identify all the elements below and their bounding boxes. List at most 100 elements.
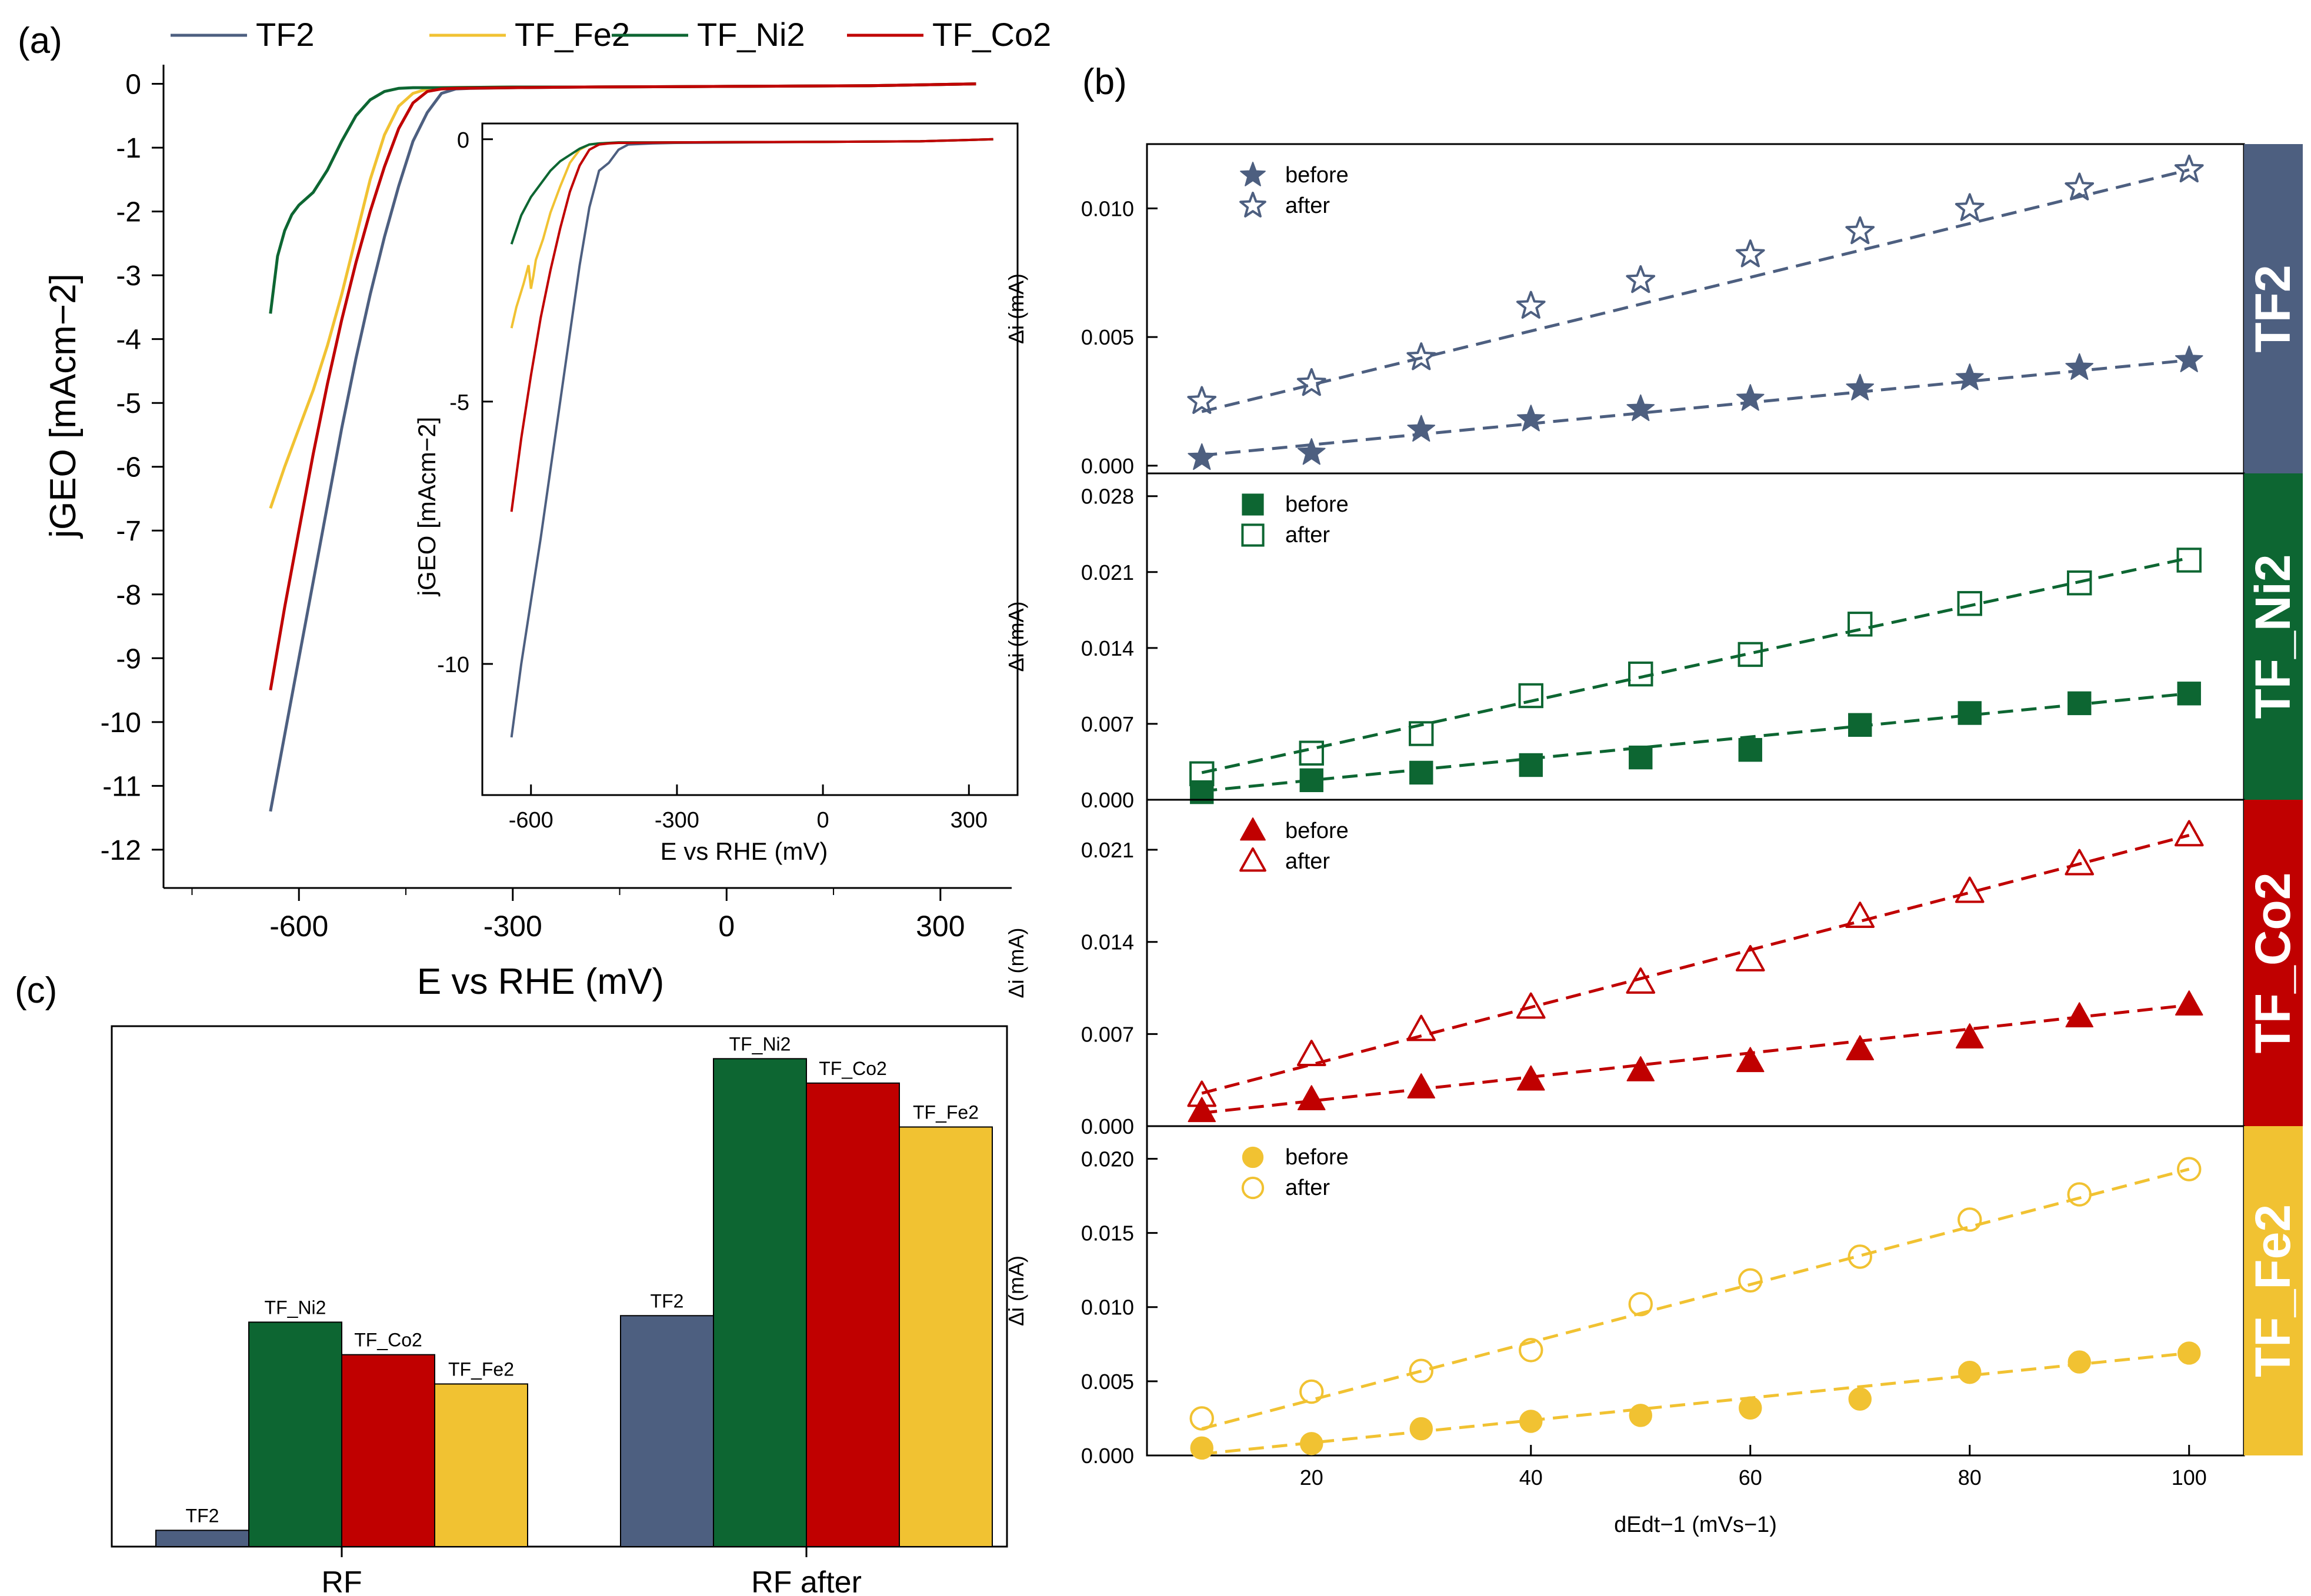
data-point-after <box>2177 1157 2202 1181</box>
bar-chart-frame <box>111 1025 1008 1548</box>
fit-line-after <box>1201 834 2190 1095</box>
data-point-before <box>1190 1436 1213 1460</box>
legend-marker-after <box>1241 523 1265 547</box>
data-point-after <box>1406 342 1436 370</box>
legend-label: after <box>1285 523 1330 547</box>
inset-x-tick-label: 300 <box>951 808 988 833</box>
legend-label: before <box>1285 1145 1349 1170</box>
y-tick-label: -7 <box>116 516 141 547</box>
data-point-before <box>1958 1361 1982 1384</box>
data-point-after <box>1626 265 1656 293</box>
data-point-before <box>1738 737 1762 762</box>
side-color-bar <box>2244 1126 2303 1455</box>
fit-line-before <box>1201 1003 2190 1115</box>
y-tick-label: 0.010 <box>1081 1296 1134 1320</box>
y-tick-label: -6 <box>116 452 141 483</box>
x-tick-label: 20 <box>1300 1465 1323 1490</box>
x-tick-label: 60 <box>1739 1465 1762 1490</box>
data-point-after <box>2174 820 2204 847</box>
data-point-after <box>1189 761 1215 786</box>
data-point-before <box>2177 1341 2201 1365</box>
data-point-before <box>1188 443 1216 470</box>
data-point-before <box>1957 701 1982 725</box>
y-tick-label: 0.005 <box>1081 325 1134 349</box>
data-point-after <box>2067 570 2092 596</box>
panel-label-b: (b) <box>1082 62 1127 102</box>
data-point-before <box>1736 1047 1765 1073</box>
bar-tf_co2 <box>341 1354 435 1547</box>
data-point-before <box>1297 1085 1326 1111</box>
data-point-after <box>1738 1268 1763 1293</box>
legend-label: after <box>1285 849 1330 874</box>
side-label: TF_Co2 <box>2245 872 2300 1053</box>
data-point-after <box>2174 154 2204 183</box>
y-tick-label: -10 <box>101 707 141 739</box>
y-tick-label: -12 <box>101 835 141 866</box>
side-label: TF_Fe2 <box>2245 1204 2300 1377</box>
fit-line-before <box>1202 359 2189 457</box>
legend-label: before <box>1285 492 1349 517</box>
x-tick-label: 300 <box>916 910 965 943</box>
legend-marker-before <box>1242 1146 1264 1168</box>
data-point-before <box>1629 745 1653 770</box>
data-point-after <box>1296 368 1326 396</box>
data-point-before <box>1188 1097 1216 1123</box>
y-tick-label: 0.028 <box>1081 485 1134 509</box>
data-point-after <box>1406 1014 1436 1041</box>
y-tick-label: 0.021 <box>1081 560 1134 585</box>
inset-x-axis-label: E vs RHE (mV) <box>661 837 828 865</box>
y-tick-label: 0.007 <box>1081 712 1134 736</box>
y-axis-label: Δi (mA) <box>1004 927 1028 998</box>
x-axis-label: dEdt−1 (mVs−1) <box>1614 1512 1777 1537</box>
fit-line-before <box>1201 1351 2190 1455</box>
data-point-before <box>1297 438 1326 465</box>
data-point-after <box>1957 1207 1982 1232</box>
y-tick-label: 0.015 <box>1081 1221 1134 1246</box>
panel-a-inset-chart: -600 -300 0 300 0 -5 -10 E vs RHE (mV) jGEO [mAc… <box>413 122 1019 865</box>
data-point-before <box>1409 760 1433 785</box>
data-point-after <box>1955 876 1985 903</box>
data-point-before <box>1955 363 1984 390</box>
inset-series-line-tf_co2 <box>510 138 993 512</box>
legend-label: before <box>1285 163 1349 188</box>
bar-label: TF_Ni2 <box>265 1297 326 1318</box>
data-point-after <box>1735 945 1765 971</box>
y-tick-label: -4 <box>116 325 141 356</box>
legend-marker-before <box>1242 493 1264 516</box>
inset-x-tick-label: -300 <box>655 808 699 833</box>
side-color-bar <box>2244 144 2303 473</box>
side-color-bar <box>2244 473 2303 800</box>
data-point-after <box>2065 849 2095 876</box>
y-tick-label: -8 <box>116 580 141 611</box>
data-point-after <box>1299 740 1324 766</box>
inset-y-axis-label: jGEO [mAcm−2] <box>413 417 441 597</box>
data-point-after <box>2176 547 2202 573</box>
data-point-before <box>2065 353 2094 380</box>
data-point-after <box>1955 193 1985 221</box>
data-point-after <box>1187 1080 1217 1107</box>
data-point-before <box>1846 373 1875 400</box>
panel-label-a: (a) <box>18 21 62 61</box>
data-point-after <box>1409 721 1434 746</box>
data-point-before <box>1300 1432 1323 1455</box>
y-tick-label: 0 <box>125 69 141 101</box>
panel-label-c: (c) <box>15 970 57 1011</box>
data-point-before <box>1519 1410 1543 1433</box>
bar-label: TF_Ni2 <box>729 1033 791 1054</box>
category-label: RF after <box>751 1565 862 1596</box>
data-point-before <box>1626 1056 1655 1081</box>
data-point-after <box>1518 683 1543 709</box>
data-point-after <box>1516 291 1546 319</box>
data-point-after <box>1187 386 1217 414</box>
y-tick-label: -9 <box>116 643 141 675</box>
data-point-before <box>2067 691 2092 716</box>
data-point-after <box>2065 172 2095 201</box>
data-point-before <box>1955 1023 1984 1049</box>
data-point-after <box>1409 1358 1433 1383</box>
y-tick-label: 0.020 <box>1081 1147 1134 1171</box>
panel-b-charts: TF2 0.000 0.005 0.010 Δi (mA) before after TF_N… <box>1004 143 2303 1537</box>
bar-tf_fe2 <box>899 1126 993 1547</box>
y-axis-label: Δi (mA) <box>1004 1256 1028 1326</box>
data-point-before <box>1299 768 1323 793</box>
